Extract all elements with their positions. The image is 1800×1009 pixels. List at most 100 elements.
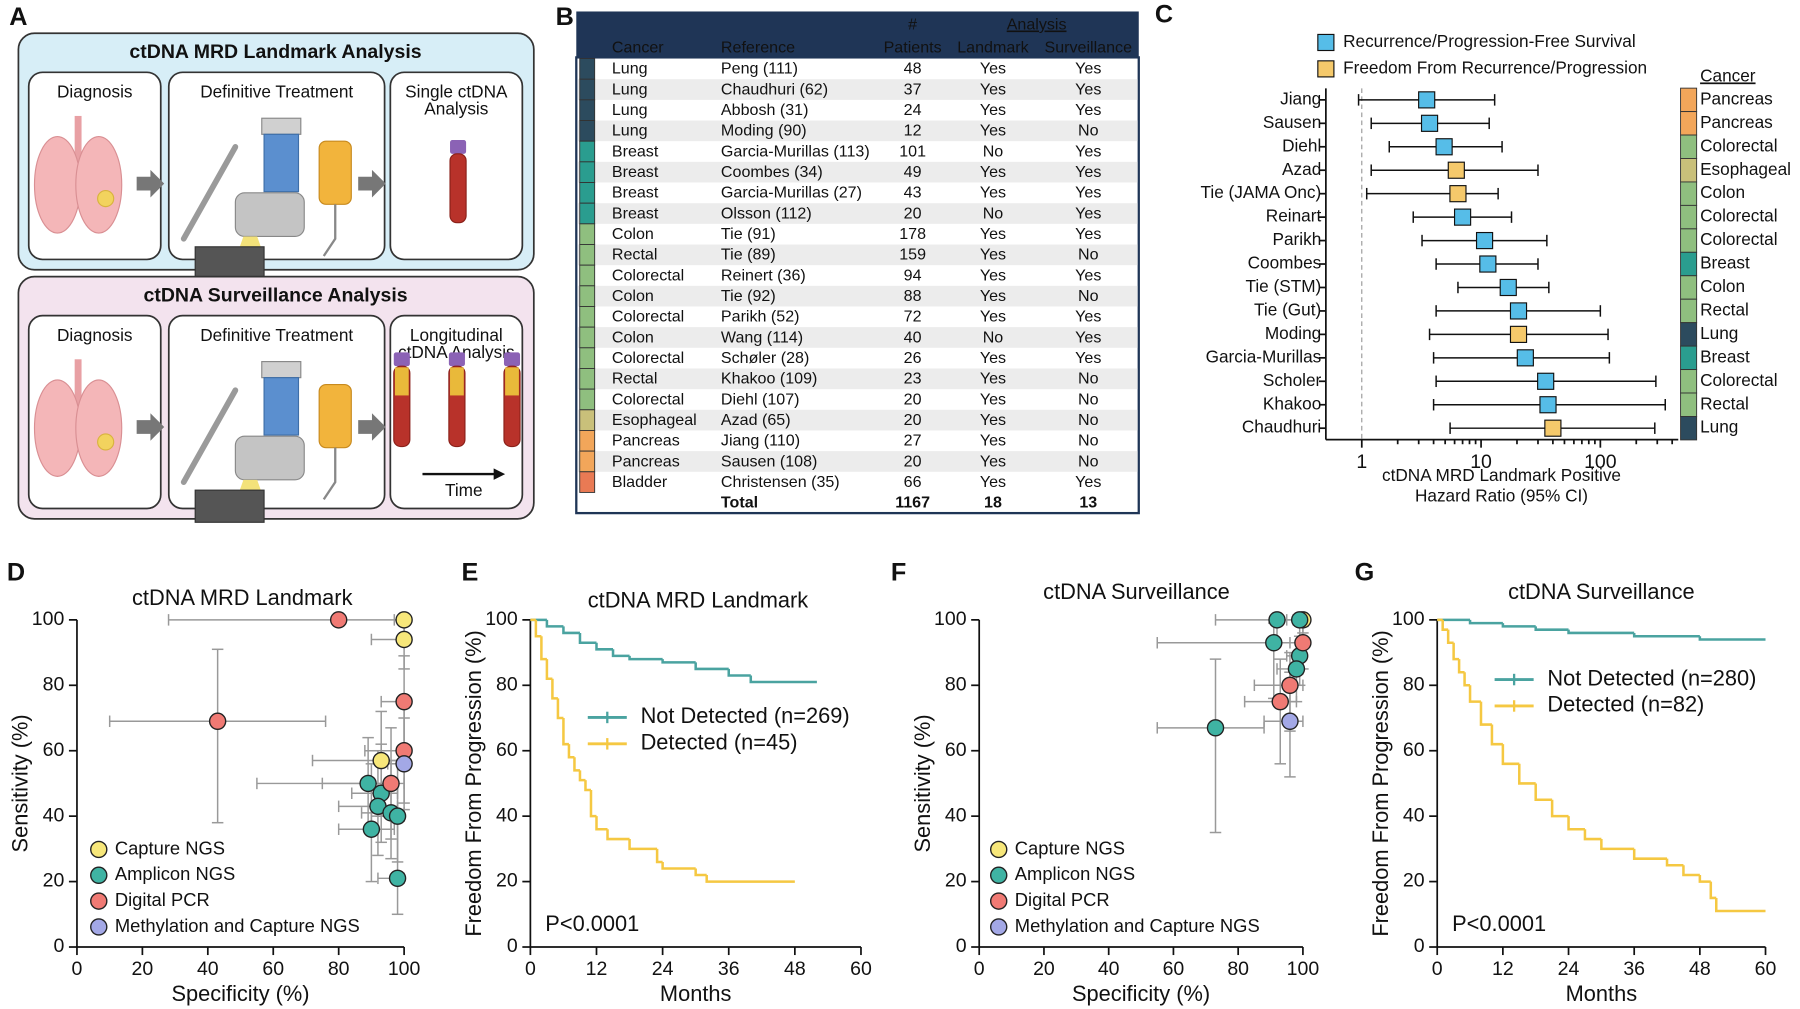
table-cell: Azad (65) xyxy=(721,411,791,429)
time-label: Time xyxy=(445,480,483,500)
table-header-bg xyxy=(576,11,1139,58)
survival-step xyxy=(1600,839,1635,851)
legend-swatch xyxy=(1317,60,1335,78)
survival-step xyxy=(578,770,586,782)
data-point xyxy=(1206,719,1225,737)
y-tick-label: 60 xyxy=(1403,739,1425,761)
legend-marker xyxy=(90,892,108,910)
table-cell: No xyxy=(983,328,1004,346)
survival-step xyxy=(1457,659,1465,674)
table-cell: Yes xyxy=(1075,101,1101,119)
table-cell: No xyxy=(1078,452,1099,470)
table-cell: Colon xyxy=(612,328,654,346)
x-tick-label: 40 xyxy=(197,958,219,980)
illustration xyxy=(136,169,165,198)
step-label: Analysis xyxy=(424,99,488,119)
table-cell: Yes xyxy=(980,432,1006,450)
chart-title: ctDNA MRD Landmark xyxy=(588,587,809,612)
table-cell: Abbosh (31) xyxy=(721,101,809,119)
y-tick-label: 0 xyxy=(956,935,967,957)
table-cell: Yes xyxy=(980,287,1006,305)
table-cell: 23 xyxy=(904,370,922,388)
data-point xyxy=(372,751,390,770)
table-cell: Yes xyxy=(980,390,1006,408)
y-tick-label: Tie (STM) xyxy=(1245,276,1321,296)
table-cell: Jiang (110) xyxy=(721,432,800,450)
panel-title: ctDNA Surveillance Analysis xyxy=(144,284,408,306)
y-tick-label: Khakoo xyxy=(1263,393,1321,413)
step-label: Definitive Treatment xyxy=(200,325,353,345)
legend-marker xyxy=(90,840,108,859)
survival-step xyxy=(1479,701,1492,726)
data-point xyxy=(388,869,407,888)
y-tick-label: Scholer xyxy=(1263,370,1322,390)
table-cell: 20 xyxy=(904,452,922,470)
estimate-box xyxy=(1453,208,1472,226)
survival-step xyxy=(1441,619,1449,631)
x-axis-label: Months xyxy=(660,981,732,1006)
cancer-swatch xyxy=(1680,392,1698,417)
row-stripe xyxy=(577,327,1138,348)
table-cell: Yes xyxy=(980,60,1006,78)
table-cell: Lung xyxy=(612,101,648,119)
step-label: Diagnosis xyxy=(57,325,133,345)
illustration xyxy=(318,383,352,449)
cancer-swatch xyxy=(579,388,596,411)
illustration xyxy=(75,379,123,477)
survival-step xyxy=(1583,829,1602,841)
x-tick-label: 48 xyxy=(1689,958,1711,980)
x-tick-label: 20 xyxy=(132,958,154,980)
illustration xyxy=(234,435,305,481)
table-cell: Schøler (28) xyxy=(721,349,809,367)
table-cell: Yes xyxy=(980,225,1006,243)
panel-label: B xyxy=(556,3,574,31)
estimate-box xyxy=(1447,161,1465,179)
table-cell: No xyxy=(1078,432,1099,450)
x-tick-label: 100 xyxy=(1584,451,1617,473)
estimate-box xyxy=(1509,325,1528,343)
p-value: P<0.0001 xyxy=(1452,911,1546,936)
illustration xyxy=(180,387,239,485)
cancer-swatch xyxy=(1680,298,1698,324)
x-tick-label: 12 xyxy=(1492,958,1514,980)
survival-step xyxy=(1501,744,1520,766)
panel-label: C xyxy=(1155,1,1173,29)
table-cell: No xyxy=(1078,287,1099,305)
y-tick-label: 0 xyxy=(1414,935,1425,957)
legend-label: Capture NGS xyxy=(1015,837,1125,858)
estimate-box xyxy=(1449,185,1467,203)
data-point xyxy=(1271,692,1289,711)
estimate-box xyxy=(1516,349,1534,367)
y-tick-label: 40 xyxy=(945,804,967,826)
survival-step xyxy=(1567,816,1585,831)
chart-title: ctDNA Surveillance xyxy=(1508,579,1695,604)
table-header: # xyxy=(908,16,917,34)
step-label: Definitive Treatment xyxy=(200,82,353,102)
table-cell: Yes xyxy=(980,246,1006,264)
cancer-swatch xyxy=(1680,416,1698,441)
x-tick-label: 0 xyxy=(525,958,536,980)
row-stripe xyxy=(577,203,1138,224)
illustration xyxy=(322,204,337,257)
data-point xyxy=(1281,712,1299,731)
table-cell: Colorectal xyxy=(612,266,684,284)
table-cell: Tie (91) xyxy=(721,225,776,243)
legend-label: Recurrence/Progression-Free Survival xyxy=(1343,31,1636,51)
illustration xyxy=(261,117,302,135)
x-axis-label: Hazard Ratio (95% CI) xyxy=(1415,486,1588,506)
table-cell: Colorectal xyxy=(612,390,684,408)
step-label: Single ctDNA xyxy=(405,82,508,102)
survival-step xyxy=(1715,897,1766,913)
cancer-swatch xyxy=(579,244,596,266)
illustration xyxy=(505,367,519,396)
y-tick-label: 100 xyxy=(32,608,65,630)
x-tick-label: 0 xyxy=(974,958,985,980)
step-label: Diagnosis xyxy=(57,82,133,102)
cancer-swatch xyxy=(579,78,596,101)
cancer-swatch xyxy=(579,223,596,245)
table-cell: Colorectal xyxy=(612,349,684,367)
legend-label: Methylation and Capture NGS xyxy=(115,915,360,936)
cancer-swatch xyxy=(1680,322,1698,347)
data-point xyxy=(1290,611,1309,629)
